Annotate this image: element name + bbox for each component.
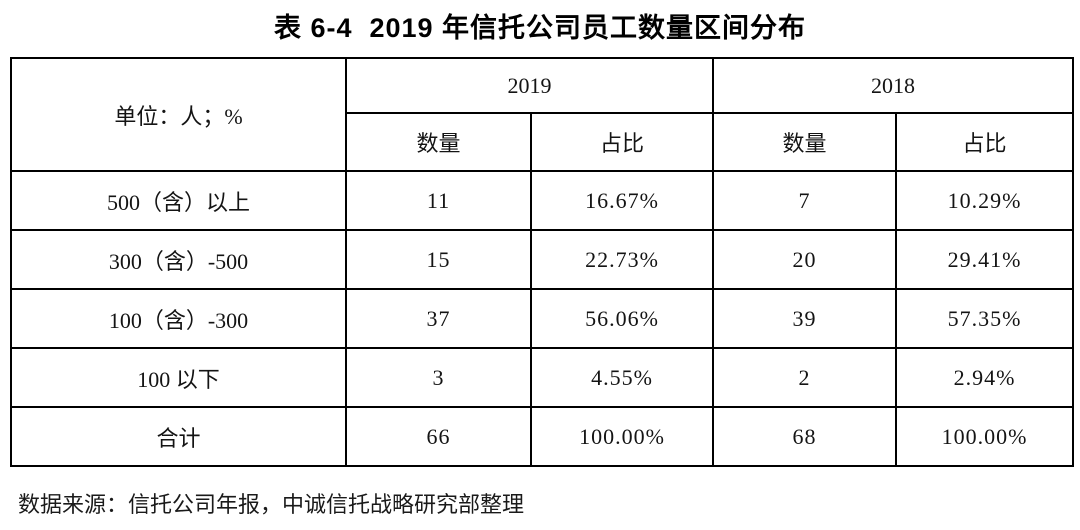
cell-2018-share: 10.29% <box>895 170 1074 231</box>
row-label: 500（含）以上 <box>10 170 347 231</box>
cell-2019-count: 11 <box>345 170 532 231</box>
subheader-2019-count: 数量 <box>345 112 532 172</box>
cell-2018-count: 20 <box>712 229 897 290</box>
cell-2018-count: 7 <box>712 170 897 231</box>
cell-2019-share: 16.67% <box>530 170 714 231</box>
table-row: 100 以下 3 4.55% 2 2.94% <box>10 347 1074 408</box>
cell-2019-count: 15 <box>345 229 532 290</box>
subheader-2018-share: 占比 <box>895 112 1074 172</box>
header-row-years: 单位：人；% 2019 2018 <box>10 57 1074 172</box>
cell-2018-share: 57.35% <box>895 288 1074 349</box>
table-row-total: 合计 66 100.00% 68 100.00% <box>10 406 1074 467</box>
cell-2019-share: 56.06% <box>530 288 714 349</box>
cell-2019-count: 37 <box>345 288 532 349</box>
row-label: 100 以下 <box>10 347 347 408</box>
data-source-note: 数据来源：信托公司年报，中诚信托战略研究部整理 <box>18 492 525 517</box>
cell-2018-share: 29.41% <box>895 229 1074 290</box>
cell-2019-count: 3 <box>345 347 532 408</box>
subheader-2019-share: 占比 <box>530 112 714 172</box>
cell-2019-share: 100.00% <box>530 406 714 467</box>
cell-2019-count: 66 <box>345 406 532 467</box>
cell-2018-count: 39 <box>712 288 897 349</box>
cell-2018-share: 2.94% <box>895 347 1074 408</box>
year-header-2019: 2019 <box>345 57 714 114</box>
row-label-total: 合计 <box>10 406 347 467</box>
unit-label-cell: 单位：人；% <box>10 57 347 172</box>
cell-2019-share: 4.55% <box>530 347 714 408</box>
table-row: 100（含）-300 37 56.06% 39 57.35% <box>10 288 1074 349</box>
table-row: 300（含）-500 15 22.73% 20 29.41% <box>10 229 1074 290</box>
subheader-2018-count: 数量 <box>712 112 897 172</box>
table-row: 500（含）以上 11 16.67% 7 10.29% <box>10 170 1074 231</box>
employee-distribution-table: 单位：人；% 2019 2018 数量 占比 数量 占比 500（含）以上 11… <box>10 57 1074 467</box>
cell-2019-share: 22.73% <box>530 229 714 290</box>
row-label: 100（含）-300 <box>10 288 347 349</box>
cell-2018-count: 68 <box>712 406 897 467</box>
row-label: 300（含）-500 <box>10 229 347 290</box>
year-header-2018: 2018 <box>712 57 1074 114</box>
cell-2018-count: 2 <box>712 347 897 408</box>
table-title: 表 6-4 2019 年信托公司员工数量区间分布 <box>273 13 807 43</box>
cell-2018-share: 100.00% <box>895 406 1074 467</box>
header-row-measures: 数量 占比 数量 占比 <box>11 112 1074 172</box>
